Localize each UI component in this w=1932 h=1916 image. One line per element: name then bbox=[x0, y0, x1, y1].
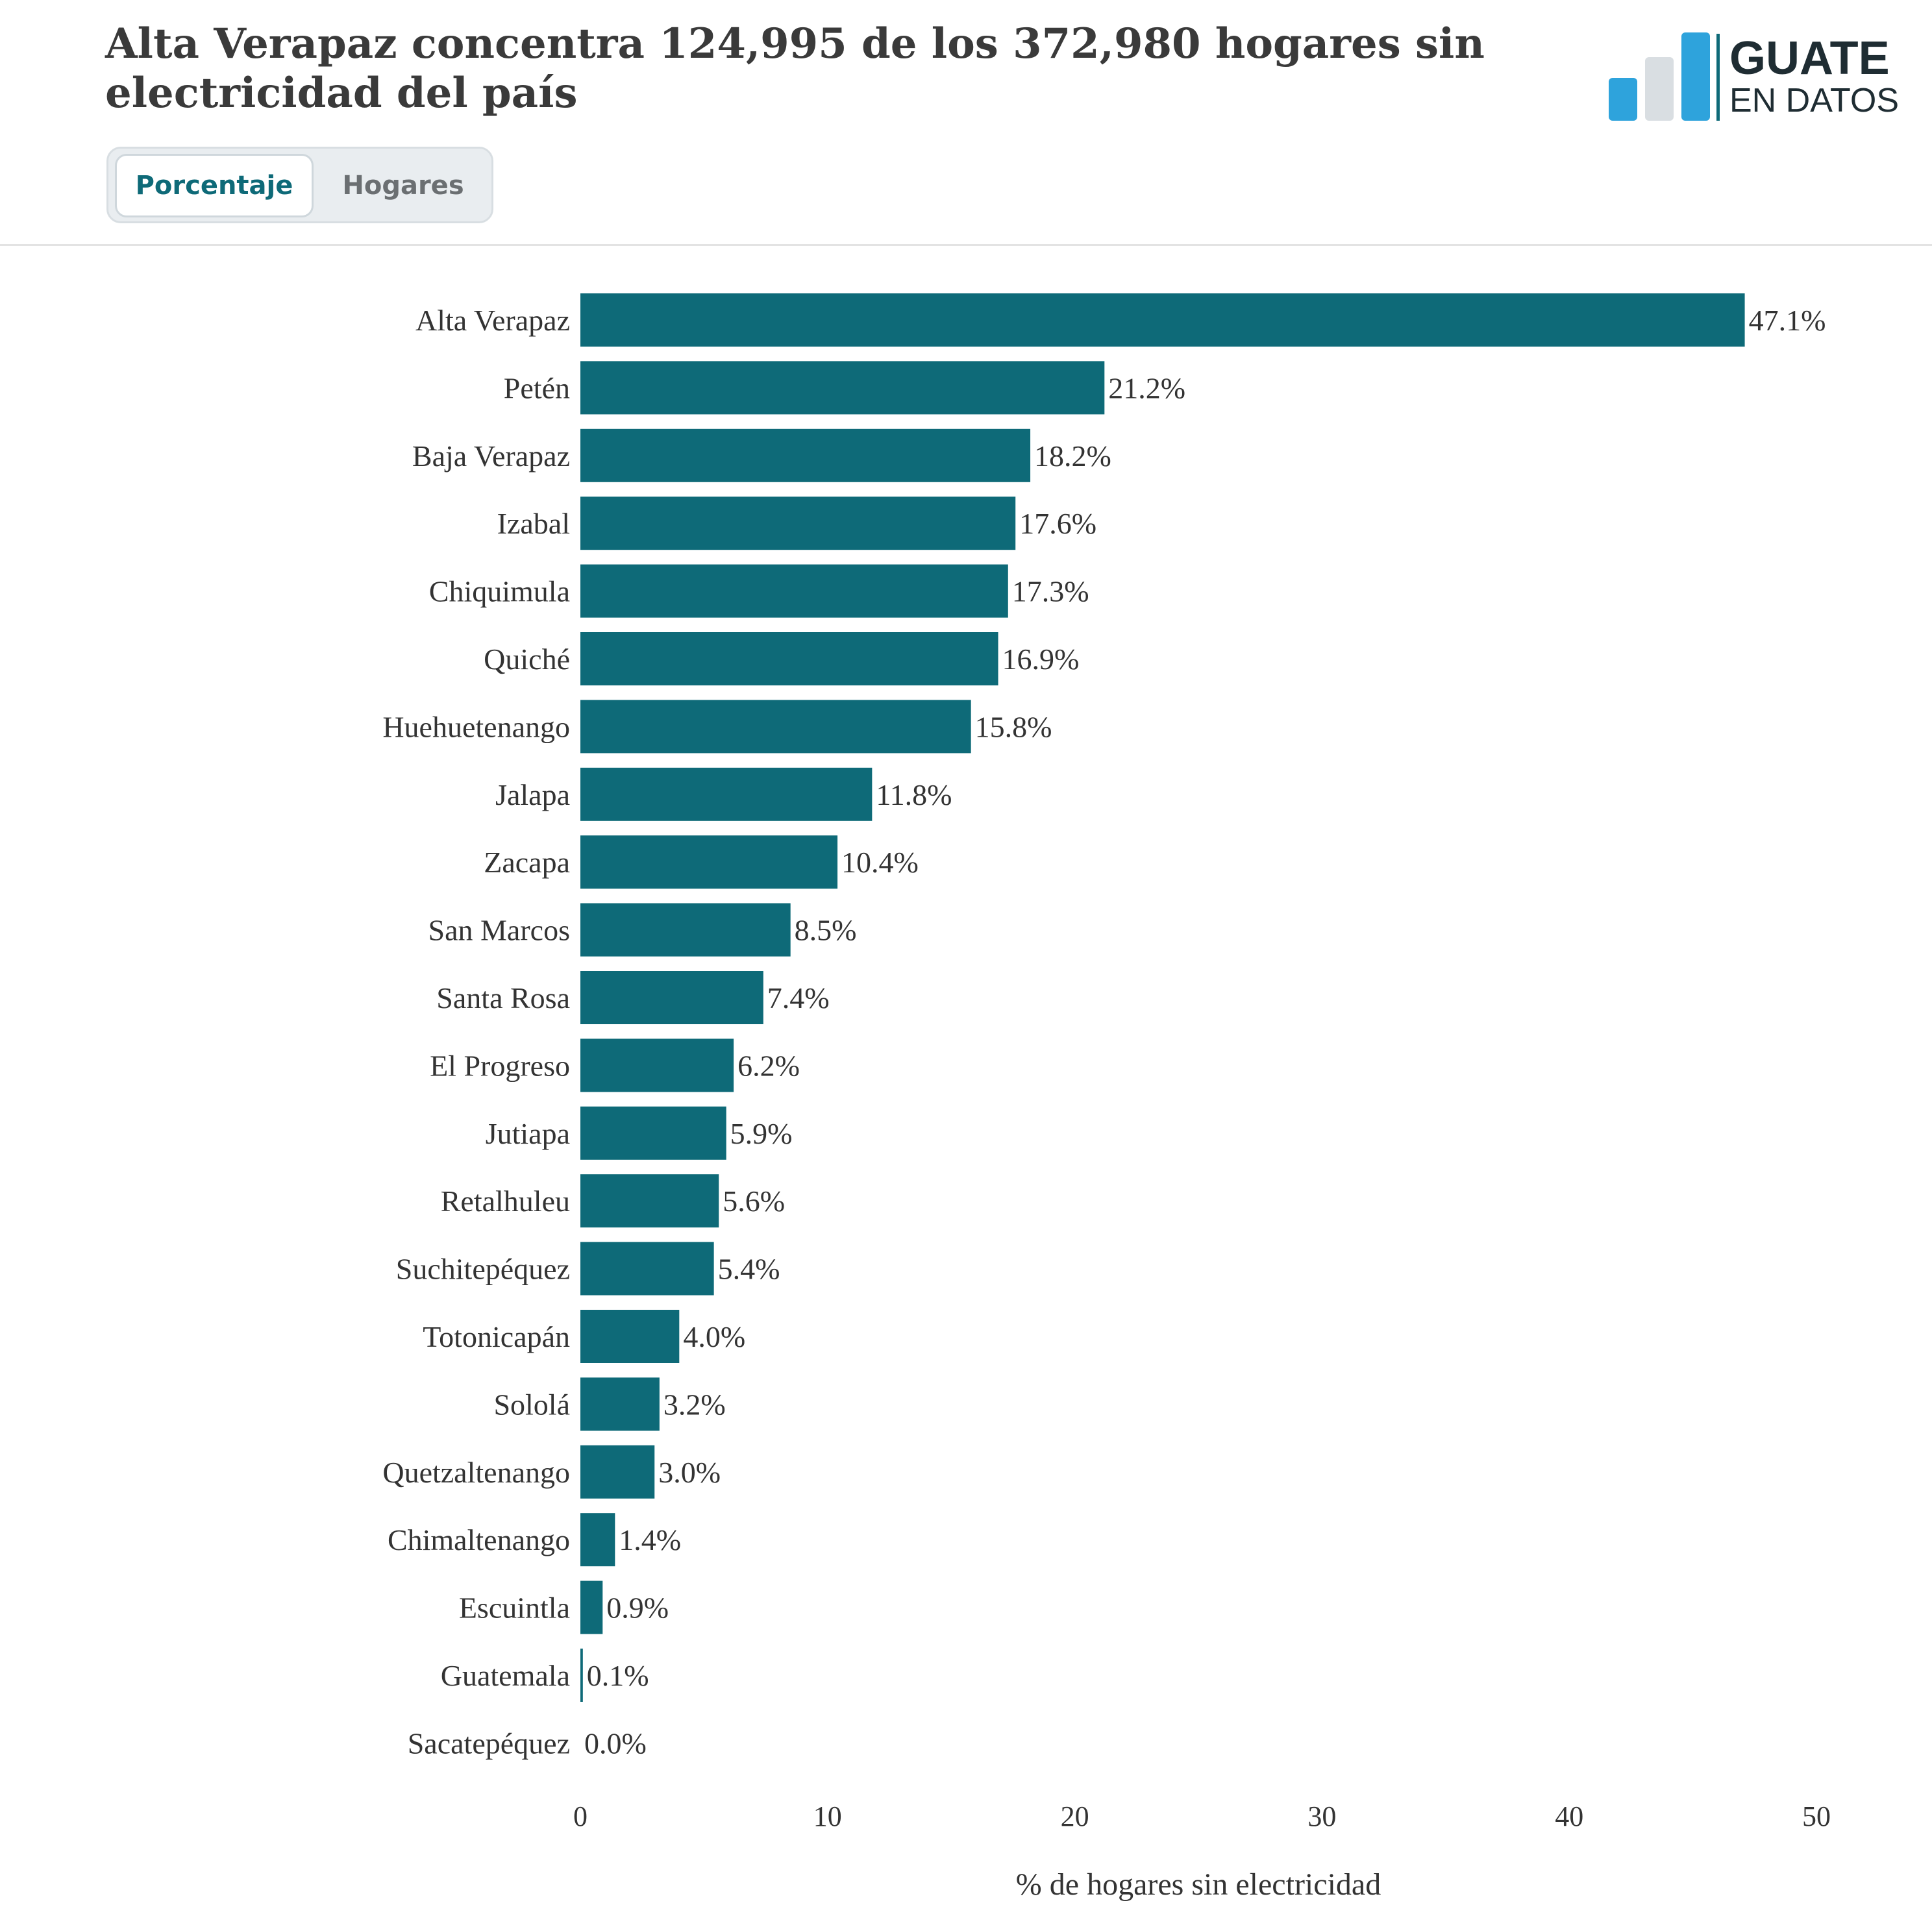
bars-group bbox=[580, 293, 1745, 1702]
bar-guatemala[interactable] bbox=[580, 1649, 583, 1702]
value-label: 17.6% bbox=[1019, 507, 1096, 540]
bar-baja-verapaz[interactable] bbox=[580, 428, 1031, 482]
value-label: 21.2% bbox=[1108, 371, 1185, 404]
value-label: 0.1% bbox=[587, 1659, 649, 1692]
x-axis-title: % de hogares sin electricidad bbox=[1016, 1867, 1381, 1902]
bar-alta-verapaz[interactable] bbox=[580, 293, 1745, 347]
value-label: 3.2% bbox=[663, 1388, 726, 1421]
value-label: 17.3% bbox=[1012, 575, 1089, 608]
bar-san-marcos[interactable] bbox=[580, 903, 791, 957]
category-label: Alta Verapaz bbox=[415, 304, 570, 337]
value-label: 10.4% bbox=[841, 846, 919, 879]
chart-title: Alta Verapaz concentra 124,995 de los 37… bbox=[105, 19, 1485, 117]
bar-santa-rosa[interactable] bbox=[580, 971, 763, 1024]
category-label: Sacatepéquez bbox=[408, 1726, 570, 1760]
tab-hogares[interactable]: Hogares bbox=[342, 171, 464, 201]
bar-chimaltenango[interactable] bbox=[580, 1513, 615, 1567]
value-label: 15.8% bbox=[975, 710, 1052, 743]
bar-suchitepéquez[interactable] bbox=[580, 1242, 714, 1296]
category-label: Sololá bbox=[493, 1388, 570, 1421]
x-tick-label: 20 bbox=[1061, 1800, 1089, 1832]
category-label: Izabal bbox=[497, 507, 570, 540]
value-label: 18.2% bbox=[1034, 439, 1111, 473]
category-label: Totonicapán bbox=[423, 1320, 570, 1353]
logo-bar-tall bbox=[1681, 32, 1710, 121]
value-label: 0.9% bbox=[606, 1591, 669, 1625]
value-label: 4.0% bbox=[683, 1320, 745, 1353]
category-label: Chiquimula bbox=[429, 575, 570, 608]
value-label: 3.0% bbox=[658, 1456, 721, 1489]
bar-zacapa[interactable] bbox=[580, 835, 838, 889]
value-label: 16.9% bbox=[1002, 643, 1080, 676]
value-label: 1.4% bbox=[619, 1523, 681, 1556]
category-labels: Alta Verapaz Petén Baja Verapaz Izabal Chiqu… bbox=[382, 304, 570, 1760]
category-label: Quetzaltenango bbox=[382, 1456, 570, 1489]
category-label: Santa Rosa bbox=[436, 981, 570, 1014]
guate-en-datos-logo: GUATE EN DATOS bbox=[1609, 32, 1899, 121]
value-label: 5.6% bbox=[723, 1185, 785, 1218]
value-label: 6.2% bbox=[737, 1049, 800, 1082]
x-tick-label: 0 bbox=[573, 1800, 588, 1832]
category-label: Jalapa bbox=[495, 778, 570, 811]
value-label: 47.1% bbox=[1749, 304, 1826, 337]
category-label: Escuintla bbox=[459, 1591, 570, 1625]
bar-quetzaltenango[interactable] bbox=[580, 1445, 655, 1499]
logo-bar-small bbox=[1609, 78, 1637, 121]
category-label: Jutiapa bbox=[486, 1117, 570, 1150]
bar-jalapa[interactable] bbox=[580, 767, 873, 821]
x-axis-ticks: 0 10 20 30 40 50 bbox=[573, 1800, 1831, 1832]
category-label: Huehuetenango bbox=[382, 710, 570, 743]
value-label: 5.9% bbox=[730, 1117, 793, 1150]
bar-chart: Alta Verapaz Petén Baja Verapaz Izabal Chiqu… bbox=[382, 293, 1831, 1902]
x-tick-label: 10 bbox=[813, 1800, 842, 1832]
x-tick-label: 30 bbox=[1307, 1800, 1336, 1832]
header-divider bbox=[0, 244, 1932, 246]
tab-porcentaje[interactable]: Porcentaje bbox=[115, 154, 314, 217]
value-label: 7.4% bbox=[767, 981, 830, 1014]
bar-chiquimula[interactable] bbox=[580, 564, 1008, 618]
category-label: Retalhuleu bbox=[441, 1185, 570, 1218]
value-labels: 47.1% 21.2% 18.2% 17.6% 17.3% 16.9% 15.8% 11.8%… bbox=[584, 304, 1826, 1760]
logo-line2: EN DATOS bbox=[1729, 82, 1899, 119]
x-tick-label: 50 bbox=[1802, 1800, 1831, 1832]
category-label: Quiché bbox=[484, 643, 570, 676]
bar-escuintla[interactable] bbox=[580, 1580, 603, 1634]
bar-petén[interactable] bbox=[580, 361, 1105, 415]
value-label: 8.5% bbox=[795, 914, 857, 947]
logo-separator bbox=[1716, 34, 1720, 121]
bar-totonicapán[interactable] bbox=[580, 1310, 680, 1363]
logo-bar-medium bbox=[1645, 57, 1674, 121]
bar-sololá[interactable] bbox=[580, 1377, 660, 1431]
category-label: San Marcos bbox=[428, 914, 570, 947]
bar-izabal[interactable] bbox=[580, 497, 1016, 550]
view-toggle: Porcentaje Hogares bbox=[106, 147, 493, 223]
bar-el-progreso[interactable] bbox=[580, 1038, 734, 1092]
bar-retalhuleu[interactable] bbox=[580, 1174, 719, 1228]
category-label: Suchitepéquez bbox=[396, 1253, 570, 1286]
x-tick-label: 40 bbox=[1555, 1800, 1583, 1832]
value-label: 0.0% bbox=[584, 1726, 647, 1760]
category-label: Chimaltenango bbox=[388, 1523, 570, 1556]
category-label: Zacapa bbox=[484, 846, 570, 879]
bar-jutiapa[interactable] bbox=[580, 1106, 726, 1160]
category-label: Guatemala bbox=[441, 1659, 570, 1692]
bar-huehuetenango[interactable] bbox=[580, 700, 971, 754]
logo-line1: GUATE bbox=[1729, 32, 1890, 84]
category-label: Petén bbox=[504, 371, 570, 404]
bar-quiché[interactable] bbox=[580, 632, 998, 685]
category-label: Baja Verapaz bbox=[412, 439, 570, 473]
category-label: El Progreso bbox=[430, 1049, 570, 1082]
value-label: 5.4% bbox=[718, 1253, 780, 1286]
value-label: 11.8% bbox=[876, 778, 952, 811]
